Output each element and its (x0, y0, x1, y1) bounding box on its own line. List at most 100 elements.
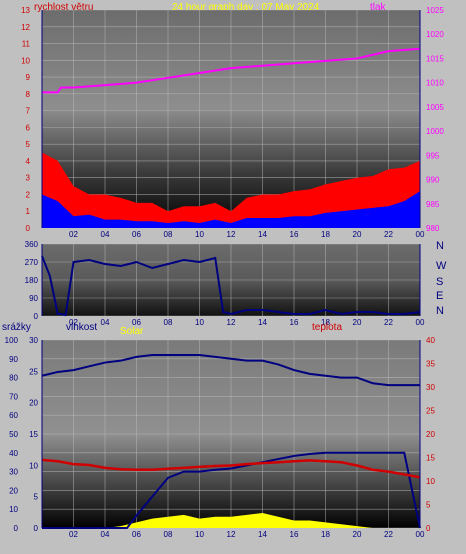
temperature-axis-title: teplota (312, 322, 342, 333)
temp-y-tick: 15 (426, 454, 435, 463)
humidity-y-tick: 0 (34, 524, 39, 533)
pressure-y-tick: 1010 (426, 79, 444, 88)
temp-y-tick: 35 (426, 360, 435, 369)
pressure-y-tick: 985 (426, 200, 440, 209)
wind-y-tick: 4 (26, 157, 31, 166)
series-direction (41, 255, 421, 317)
wind-y-tick: 2 (26, 190, 31, 199)
pressure-y-tick: 1015 (426, 54, 444, 63)
rain-y-tick: 10 (9, 505, 18, 514)
x-tick-label: 22 (384, 530, 393, 539)
direction-y-tick: 270 (25, 258, 39, 267)
wind-y-tick: 1 (26, 207, 31, 216)
pressure-y-tick: 1000 (426, 127, 444, 136)
humidity-y-tick: 30 (29, 336, 38, 345)
compass-w: W (436, 260, 447, 272)
pressure-y-tick: 990 (426, 176, 440, 185)
rain-axis-title: srážky (2, 322, 31, 333)
x-tick-label: 14 (258, 230, 267, 239)
wind-axis-title: rychlost větru (34, 2, 93, 13)
wind-y-tick: 13 (21, 6, 30, 15)
x-tick-label: 16 (290, 230, 299, 239)
x-tick-label: 16 (290, 530, 299, 539)
rain-y-tick: 70 (9, 392, 18, 401)
x-tick-label: 20 (353, 230, 362, 239)
x-tick-label: 14 (258, 318, 267, 327)
x-tick-label: 18 (321, 230, 330, 239)
x-tick-label: 00 (416, 318, 425, 327)
x-tick-label: 10 (195, 318, 204, 327)
x-tick-label: 20 (353, 318, 362, 327)
wind-y-tick: 3 (26, 174, 31, 183)
compass-s: S (436, 276, 443, 288)
x-tick-label: 06 (132, 230, 141, 239)
temp-y-tick: 40 (426, 336, 435, 345)
humidity-y-tick: 20 (29, 399, 38, 408)
x-tick-label: 08 (164, 318, 173, 327)
pressure-y-tick: 1025 (426, 6, 444, 15)
series-gust (42, 152, 420, 228)
rain-y-tick: 60 (9, 411, 18, 420)
wind-y-tick: 7 (26, 107, 31, 116)
direction-y-tick: 0 (34, 312, 39, 321)
axes-layer: 0123456789101112139809859909951000100510… (5, 6, 445, 539)
solar-axis-title: Solar (120, 326, 144, 337)
rain-y-tick: 0 (14, 524, 19, 533)
pressure-y-tick: 1005 (426, 103, 444, 112)
compass-n-top: N (436, 240, 444, 252)
x-tick-label: 14 (258, 530, 267, 539)
direction-y-tick: 360 (25, 240, 39, 249)
rain-y-tick: 30 (9, 468, 18, 477)
x-tick-label: 12 (227, 530, 236, 539)
temp-y-tick: 10 (426, 477, 435, 486)
wind-y-tick: 8 (26, 90, 31, 99)
temp-y-tick: 0 (426, 524, 431, 533)
x-tick-label: 08 (164, 230, 173, 239)
compass-e: E (436, 290, 443, 302)
temp-y-tick: 20 (426, 430, 435, 439)
rain-y-tick: 90 (9, 355, 18, 364)
x-tick-label: 22 (384, 318, 393, 327)
rain-y-tick: 80 (9, 374, 18, 383)
wind-y-tick: 10 (21, 56, 30, 65)
rain-y-tick: 50 (9, 430, 18, 439)
wind-y-tick: 0 (26, 224, 31, 233)
x-tick-label: 06 (132, 530, 141, 539)
x-tick-label: 10 (195, 230, 204, 239)
temp-y-tick: 5 (426, 501, 431, 510)
x-tick-label: 06 (132, 318, 141, 327)
x-tick-label: 08 (164, 530, 173, 539)
wind-y-tick: 11 (22, 40, 31, 49)
x-tick-label: 02 (69, 230, 78, 239)
series-humidity (41, 354, 420, 387)
x-tick-label: 18 (321, 530, 330, 539)
temp-y-tick: 30 (426, 383, 435, 392)
wind-y-tick: 5 (26, 140, 31, 149)
x-tick-label: 22 (384, 230, 393, 239)
rain-y-tick: 20 (9, 486, 18, 495)
x-tick-label: 04 (101, 230, 110, 239)
series-layer (41, 47, 421, 529)
wind-y-tick: 9 (26, 73, 31, 82)
x-tick-label: 00 (416, 530, 425, 539)
humidity-y-tick: 25 (29, 367, 38, 376)
temp-y-tick: 25 (426, 407, 435, 416)
rain-y-tick: 40 (9, 449, 18, 458)
rain-y-tick: 100 (5, 336, 19, 345)
direction-y-tick: 90 (29, 294, 38, 303)
pressure-y-tick: 980 (426, 224, 440, 233)
wind-y-tick: 12 (21, 23, 30, 32)
x-tick-label: 20 (353, 530, 362, 539)
wind-y-tick: 6 (26, 123, 31, 132)
series-wind-avg (42, 191, 420, 228)
chart-title: 24 hour graph day : 07 May 2024 (172, 2, 320, 13)
pressure-y-tick: 1020 (426, 30, 444, 39)
x-tick-label: 12 (227, 230, 236, 239)
humidity-y-tick: 5 (34, 493, 39, 502)
pressure-y-tick: 995 (426, 151, 440, 160)
x-tick-label: 16 (290, 318, 299, 327)
series-temperature (41, 458, 421, 479)
humidity-y-tick: 15 (29, 430, 38, 439)
